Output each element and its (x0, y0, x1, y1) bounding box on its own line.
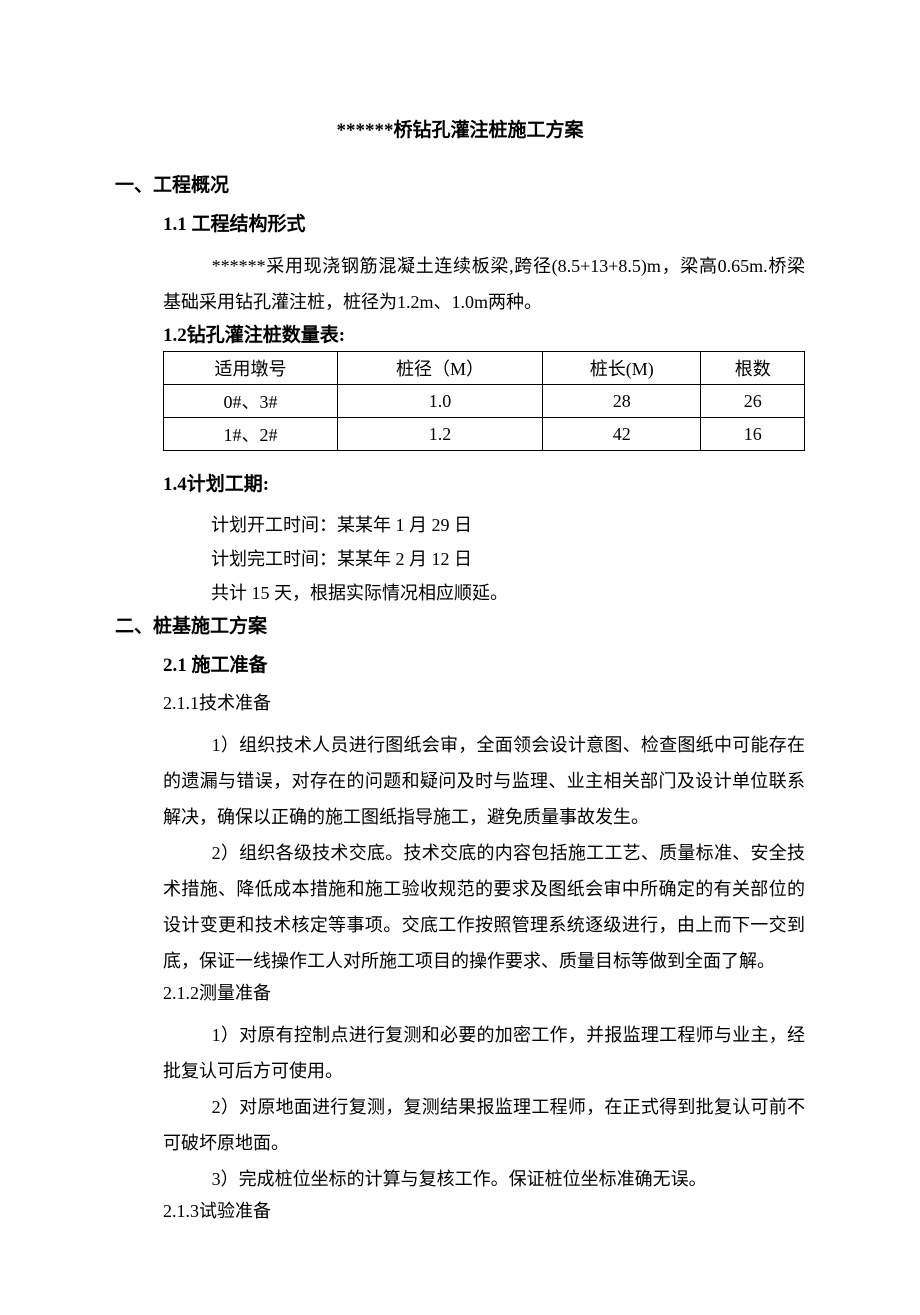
section-2-heading: 二、桩基施工方案 (115, 611, 805, 638)
document-title: ******桥钻孔灌注桩施工方案 (115, 115, 805, 142)
table-cell: 26 (701, 385, 805, 418)
table-header-row: 适用墩号 桩径（M） 桩长(M) 根数 (164, 352, 805, 385)
pile-quantity-table: 适用墩号 桩径（M） 桩长(M) 根数 0#、3# 1.0 28 26 1#、2… (163, 351, 805, 451)
section-2-1-2-p2: 2）对原地面进行复测，复测结果报监理工程师，在正式得到批复认可前不可破坏原地面。 (163, 1089, 805, 1161)
section-2-1-1-p1: 1）组织技术人员进行图纸会审，全面领会设计意图、检查图纸中可能存在的遗漏与错误，… (163, 727, 805, 835)
table-row: 1#、2# 1.2 42 16 (164, 418, 805, 451)
section-2-1-2-p1: 1）对原有控制点进行复测和必要的加密工作，并报监理工程师与业主，经批复认可后方可… (163, 1017, 805, 1089)
table-cell: 1#、2# (164, 418, 338, 451)
table-header-cell: 根数 (701, 352, 805, 385)
section-2-1-1-heading: 2.1.1技术准备 (163, 689, 805, 715)
table-cell: 42 (543, 418, 701, 451)
section-2-1-3-heading: 2.1.3试验准备 (163, 1197, 805, 1223)
section-1-4-heading: 1.4计划工期: (163, 469, 805, 496)
section-2-1-1-p2: 2）组织各级技术交底。技术交底的内容包括施工工艺、质量标准、安全技术措施、降低成… (163, 835, 805, 979)
section-1-2-heading: 1.2钻孔灌注桩数量表: (163, 320, 805, 347)
section-1-4-p3: 共计 15 天，根据实际情况相应顺延。 (211, 576, 805, 610)
table-cell: 1.2 (337, 418, 542, 451)
table-header-cell: 适用墩号 (164, 352, 338, 385)
section-1-heading: 一、工程概况 (115, 170, 805, 197)
table-cell: 1.0 (337, 385, 542, 418)
table-cell: 28 (543, 385, 701, 418)
section-1-4-p1: 计划开工时间：某某年 1 月 29 日 (211, 508, 805, 542)
table-cell: 0#、3# (164, 385, 338, 418)
section-1-4-p2: 计划完工时间：某某年 2 月 12 日 (211, 542, 805, 576)
table-row: 0#、3# 1.0 28 26 (164, 385, 805, 418)
section-2-1-heading: 2.1 施工准备 (163, 650, 805, 677)
table-cell: 16 (701, 418, 805, 451)
section-2-1-2-p3: 3）完成桩位坐标的计算与复核工作。保证桩位坐标准确无误。 (163, 1161, 805, 1197)
section-1-1-p1: ******采用现浇钢筋混凝土连续板梁,跨径(8.5+13+8.5)m，梁高0.… (163, 248, 805, 320)
table-header-cell: 桩长(M) (543, 352, 701, 385)
table-header-cell: 桩径（M） (337, 352, 542, 385)
section-2-1-2-heading: 2.1.2测量准备 (163, 979, 805, 1005)
section-1-1-heading: 1.1 工程结构形式 (163, 209, 805, 236)
pile-table-container: 适用墩号 桩径（M） 桩长(M) 根数 0#、3# 1.0 28 26 1#、2… (163, 351, 805, 451)
